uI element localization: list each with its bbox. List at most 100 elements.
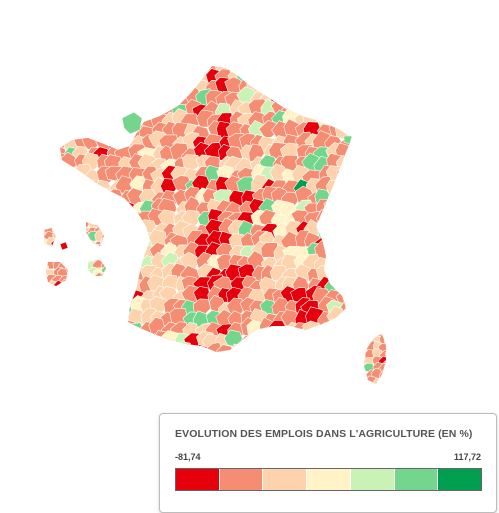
mainland-region-758[interactable] [72, 357, 92, 373]
corsica-region-4[interactable] [388, 326, 399, 338]
island-region-95[interactable] [72, 280, 85, 292]
mainland-region-13[interactable] [192, 56, 212, 73]
mainland-region-370[interactable] [117, 200, 136, 220]
mainland-region-50[interactable] [291, 67, 311, 86]
mainland-region-75[interactable] [259, 75, 278, 95]
mainland-region-562[interactable] [76, 279, 94, 297]
mainland-region-32[interactable] [94, 69, 114, 87]
mainland-region-8[interactable] [139, 60, 157, 77]
island-region-15[interactable] [73, 225, 86, 237]
mainland-region-105[interactable] [280, 90, 299, 108]
mainland-region-734[interactable] [116, 339, 138, 360]
mainland-region-65[interactable] [148, 82, 169, 100]
mainland-region-645[interactable] [61, 308, 79, 326]
mainland-region-53[interactable] [326, 67, 347, 87]
mainland-region-84[interactable] [52, 89, 71, 107]
mainland-region-81[interactable] [324, 77, 343, 96]
island-region-9[interactable] [99, 216, 112, 229]
mainland-region-671[interactable] [345, 307, 364, 326]
mainland-region-251[interactable] [350, 145, 369, 165]
mainland-region-695[interactable] [302, 320, 323, 339]
mainland-region-168[interactable] [53, 121, 71, 140]
mainland-region-772[interactable] [225, 351, 246, 369]
mainland-region-367[interactable] [85, 198, 104, 218]
mainland-region-139[interactable] [348, 101, 367, 119]
mainland-region-35[interactable] [128, 66, 146, 86]
mainland-region-620[interactable] [94, 295, 113, 315]
mainland-region-677[interactable] [108, 322, 128, 341]
mainland-region-47[interactable] [259, 65, 279, 84]
mainland-region-91[interactable] [124, 91, 145, 110]
island-region-94[interactable] [64, 281, 77, 293]
mainland-region-138[interactable] [333, 99, 354, 119]
mainland-region-25[interactable] [325, 54, 345, 74]
island-region-35[interactable] [74, 239, 87, 251]
island-region-54[interactable] [67, 252, 80, 265]
mainland-region-733[interactable] [104, 342, 123, 361]
island-region-98[interactable] [91, 282, 105, 293]
mainland-region-447[interactable] [349, 222, 368, 239]
mainland-region-590[interactable] [75, 286, 95, 304]
island-region-24[interactable] [64, 230, 77, 242]
mainland-region-557[interactable] [327, 267, 348, 285]
island-region-47[interactable] [85, 246, 99, 259]
mainland-region-46[interactable] [250, 70, 269, 90]
mainland-region-747[interactable] [257, 344, 278, 361]
mainland-region-454[interactable] [113, 234, 133, 254]
mainland-region-110[interactable] [338, 88, 358, 106]
mainland-region-621[interactable] [106, 301, 125, 318]
mainland-region-761[interactable] [105, 354, 122, 371]
mainland-region-335[interactable] [346, 174, 366, 194]
mainland-region-365[interactable] [65, 202, 82, 221]
corsica-region-42[interactable] [373, 382, 385, 395]
mainland-region-417[interactable] [325, 212, 345, 230]
mainland-region-717[interactable] [241, 334, 258, 352]
mainland-region-108[interactable] [314, 89, 332, 109]
mainland-region-593[interactable] [108, 286, 127, 305]
island-region-52[interactable] [51, 250, 64, 263]
mainland-region-739[interactable] [174, 341, 192, 359]
island-region-5[interactable] [73, 217, 85, 228]
mainland-region-769[interactable] [196, 353, 211, 370]
island-north-east-green[interactable] [343, 135, 353, 145]
mainland-region-38[interactable] [158, 66, 177, 84]
mainland-region-54[interactable] [340, 68, 359, 87]
mainland-region-731[interactable] [85, 340, 106, 359]
mainland-region-748[interactable] [270, 345, 289, 361]
mainland-region-699[interactable] [346, 319, 366, 340]
mainland-region-737[interactable] [150, 340, 171, 359]
mainland-region-705[interactable] [105, 334, 125, 352]
island-region-87[interactable] [85, 274, 98, 286]
mainland-region-701[interactable] [63, 332, 80, 351]
mainland-region-503[interactable] [351, 245, 367, 263]
island-region-8[interactable] [92, 218, 106, 228]
mainland-region-80[interactable] [313, 80, 333, 98]
mainland-region-170[interactable] [71, 121, 92, 141]
mainland-region-649[interactable] [103, 307, 123, 326]
mainland-region-732[interactable] [97, 341, 117, 358]
mainland-region-37[interactable] [153, 68, 172, 86]
mainland-region-760[interactable] [99, 355, 118, 371]
corsica-region-43[interactable] [376, 383, 389, 396]
mainland-region-18[interactable] [249, 60, 268, 78]
mainland-region-51[interactable] [305, 66, 324, 84]
mainland-region-728[interactable] [52, 343, 70, 363]
island-region-28[interactable] [94, 230, 106, 243]
island-region-55[interactable] [72, 254, 85, 265]
mainland-region-166[interactable] [338, 111, 356, 129]
mainland-region-673[interactable] [62, 319, 81, 340]
island-region-85[interactable] [71, 271, 84, 285]
mainland-region-390[interactable] [338, 202, 356, 221]
mainland-region-27[interactable] [349, 60, 367, 76]
mainland-region-368[interactable] [98, 201, 115, 220]
island-region-86[interactable] [79, 274, 93, 286]
mainland-region-22[interactable] [294, 55, 313, 72]
corsica-region-38[interactable] [376, 377, 388, 389]
mainland-region-725[interactable] [322, 330, 344, 349]
mainland-region-61[interactable] [103, 79, 124, 98]
mainland-region-85[interactable] [60, 89, 79, 107]
mainland-region-749[interactable] [281, 342, 299, 360]
mainland-region-473[interactable] [325, 232, 347, 253]
mainland-region-339[interactable] [84, 188, 103, 206]
mainland-region-58[interactable] [74, 78, 93, 98]
